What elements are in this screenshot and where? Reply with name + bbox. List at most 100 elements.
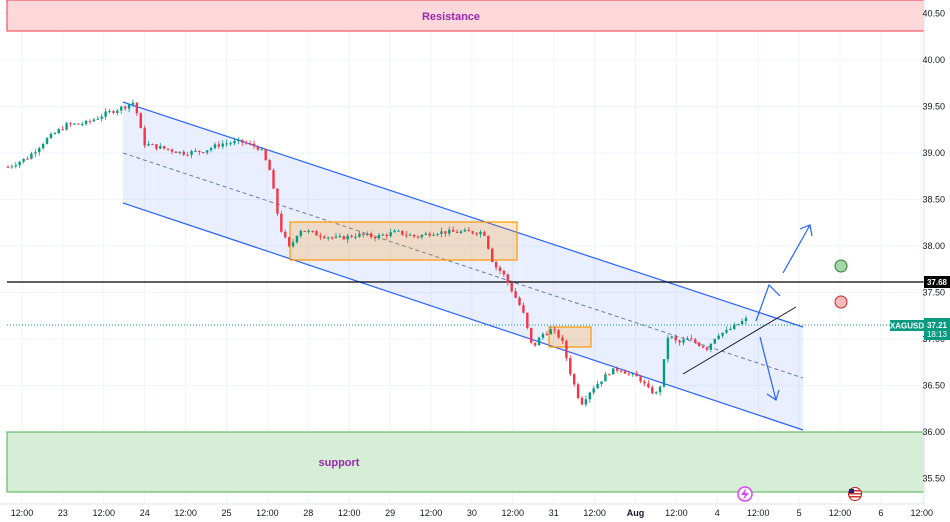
candle <box>127 104 131 113</box>
symbol-tag-text: XAGUSD <box>890 322 924 331</box>
candle <box>284 229 287 239</box>
candle <box>483 230 486 237</box>
x-tick-label: 28 <box>303 508 313 518</box>
channel-mid-line[interactable] <box>122 152 804 379</box>
y-tick-label: 40.50 <box>922 9 945 19</box>
candle <box>674 334 677 344</box>
x-tick-label: 31 <box>549 508 559 518</box>
candle <box>104 108 107 120</box>
candle <box>631 372 634 377</box>
projection-arrow-down[interactable] <box>759 336 777 401</box>
candle <box>697 341 701 348</box>
candle <box>459 230 463 235</box>
projection-arrow-up-1[interactable] <box>755 283 781 322</box>
candle <box>729 326 732 331</box>
candle <box>557 329 560 339</box>
candle <box>627 371 631 377</box>
candle <box>88 119 92 125</box>
candle <box>178 151 182 155</box>
candle <box>416 235 420 240</box>
candle <box>174 151 178 154</box>
x-tick-label: 12:00 <box>338 508 361 518</box>
candle <box>34 148 37 158</box>
candle <box>120 105 123 115</box>
candle <box>287 236 291 248</box>
x-tick-label: 12:00 <box>502 508 525 518</box>
y-tick-label: 40.00 <box>922 55 945 65</box>
candle <box>397 229 400 232</box>
y-tick-label: 39.00 <box>922 148 945 158</box>
channel-lower-line[interactable] <box>122 202 804 431</box>
candle <box>612 368 615 375</box>
x-tick-label: 24 <box>140 508 150 518</box>
candle <box>30 151 33 160</box>
candle <box>537 336 541 346</box>
candle <box>61 125 64 131</box>
us-flag-icon[interactable] <box>848 487 862 501</box>
candle <box>77 123 80 125</box>
candle <box>451 226 455 232</box>
candles-group <box>6 99 748 407</box>
candle <box>377 233 381 241</box>
y-tick-label: 38.00 <box>922 241 945 251</box>
price-tag <box>924 318 950 340</box>
candle <box>721 332 724 338</box>
resistance-label: Resistance <box>422 11 480 23</box>
candle <box>131 99 135 107</box>
candle <box>57 127 60 135</box>
trend-support-line[interactable] <box>682 306 797 375</box>
y-tick-label: 39.50 <box>922 102 945 112</box>
y-tick-label: 35.50 <box>922 474 945 484</box>
candle <box>549 326 552 335</box>
candle <box>475 232 478 236</box>
candle <box>373 235 377 242</box>
candle <box>725 326 728 335</box>
candle <box>565 339 568 362</box>
channel-upper-line[interactable] <box>122 101 804 328</box>
candle <box>502 269 506 278</box>
lightning-icon[interactable] <box>737 486 753 502</box>
red-signal-dot[interactable] <box>834 295 848 309</box>
candle <box>22 158 25 164</box>
projection-arrow-up-2-head <box>799 224 813 237</box>
candle <box>736 323 740 326</box>
green-signal-dot[interactable] <box>834 259 848 273</box>
candle <box>600 381 603 387</box>
x-tick-label: 12:00 <box>11 508 34 518</box>
support-zone[interactable] <box>6 431 925 493</box>
resistance-zone[interactable] <box>6 0 925 32</box>
candle <box>670 335 674 340</box>
candle <box>248 140 252 146</box>
time-axis[interactable]: 12:00 23 12:00 24 12:00 25 12:00 28 12:00 29 12:00… <box>11 508 933 518</box>
consolidation-box-1[interactable] <box>289 221 518 261</box>
candle <box>233 137 236 146</box>
candle <box>366 231 369 237</box>
candle <box>186 151 189 157</box>
candle <box>651 384 654 395</box>
candle <box>678 339 681 346</box>
candle <box>526 312 529 330</box>
candle <box>494 260 498 271</box>
candle <box>717 333 720 341</box>
candle <box>342 235 346 240</box>
candle <box>420 234 424 240</box>
candle <box>112 109 115 115</box>
candle <box>463 227 467 232</box>
candle <box>432 232 435 237</box>
projection-arrow-up-2[interactable] <box>782 224 811 274</box>
candle <box>221 140 224 150</box>
candle <box>80 121 84 127</box>
candle <box>490 247 494 263</box>
symbol-tag <box>890 320 924 331</box>
candle <box>506 273 510 286</box>
candle <box>108 108 111 114</box>
candle <box>553 326 556 334</box>
candle <box>354 233 357 240</box>
x-tick-label: 12:00 <box>665 508 688 518</box>
candle <box>522 302 525 314</box>
candle <box>26 156 29 160</box>
candle <box>139 112 142 129</box>
key-level-tag <box>924 276 950 288</box>
price-axis[interactable]: 40.5040.0039.5039.0038.5038.0037.5037.00… <box>922 9 945 484</box>
